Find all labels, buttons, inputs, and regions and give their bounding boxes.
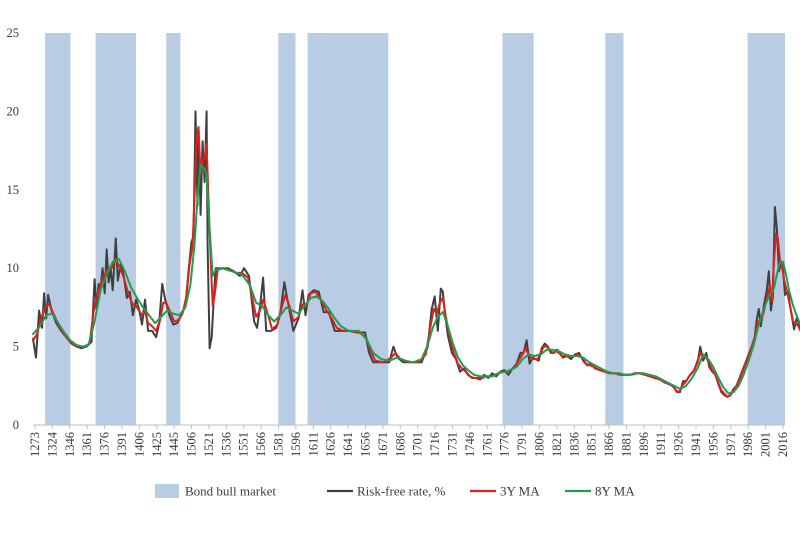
x-tick-label: 1596 (289, 432, 303, 457)
y-tick-label: 20 (7, 104, 20, 118)
x-tick-label: 1425 (150, 432, 164, 457)
y-tick-label: 0 (13, 418, 19, 432)
x-tick-label: 1866 (602, 432, 616, 457)
x-tick-label: 2001 (759, 432, 773, 457)
x-tick-label: 1566 (254, 432, 268, 457)
x-tick-label: 2016 (776, 432, 790, 457)
series-line-8y-ma (32, 163, 800, 395)
x-tick-label: 1971 (724, 432, 738, 457)
x-tick-label: 1656 (359, 432, 373, 457)
y-tick-label: 15 (7, 183, 20, 197)
x-tick-label: 1701 (411, 432, 425, 457)
x-tick-label: 1551 (237, 432, 251, 457)
y-tick-label: 5 (13, 340, 19, 354)
x-axis: 1273 1324 1346 1361 1376 1391 1406 1425 1445 1506… (28, 424, 790, 457)
legend-label: Bond bull market (185, 484, 276, 499)
x-tick-label: 1521 (202, 432, 216, 457)
legend-label: 8Y MA (595, 484, 635, 499)
x-tick-label: 1761 (480, 432, 494, 457)
x-tick-label: 1346 (63, 432, 77, 457)
x-tick-label: 1896 (637, 432, 651, 457)
x-tick-label: 1506 (185, 432, 199, 457)
x-tick-label: 1986 (741, 432, 755, 457)
x-tick-label: 1445 (167, 432, 181, 457)
x-tick-label: 1851 (585, 432, 599, 457)
y-tick-label: 25 (7, 26, 20, 40)
x-tick-label: 1806 (532, 432, 546, 457)
x-tick-label: 1406 (132, 432, 146, 457)
x-tick-label: 1821 (550, 432, 564, 457)
x-tick-label: 1324 (45, 431, 59, 457)
x-tick-label: 1731 (445, 432, 459, 457)
bull-band-2 (166, 33, 181, 425)
bull-band-6 (605, 33, 624, 425)
x-tick-label: 1926 (672, 432, 686, 457)
y-tick-label: 10 (7, 261, 20, 275)
x-tick-label: 1911 (654, 432, 668, 457)
legend-label: Risk-free rate, % (357, 484, 446, 499)
bull-band-3 (278, 33, 296, 425)
x-tick-label: 1376 (98, 432, 112, 457)
x-tick-label: 1776 (498, 432, 512, 457)
x-tick-label: 1836 (567, 432, 581, 457)
x-tick-label: 1941 (689, 432, 703, 457)
series-line-3y-ma (32, 126, 800, 398)
x-tick-label: 1611 (306, 432, 320, 457)
bull-band-4 (307, 33, 389, 425)
x-tick-label: 1716 (428, 432, 442, 457)
x-tick-label: 1536 (219, 432, 233, 457)
bull-band-7 (747, 33, 785, 425)
y-axis-ticks: 0 5 10 15 20 25 (7, 26, 20, 432)
x-tick-label: 1791 (515, 432, 529, 457)
bull-band-0 (45, 33, 71, 425)
bull-market-bands (45, 33, 785, 425)
x-tick-label: 1391 (115, 432, 129, 457)
x-tick-label: 1881 (619, 432, 633, 457)
x-tick-label: 1361 (80, 432, 94, 457)
x-tick-label: 1581 (272, 432, 286, 457)
x-tick-label: 1956 (706, 432, 720, 457)
legend-swatch-bull-market (155, 484, 179, 498)
x-tick-label: 1686 (393, 432, 407, 457)
legend: Bond bull market Risk-free rate, % 3Y MA 8Y… (155, 484, 635, 499)
legend-label: 3Y MA (500, 484, 540, 499)
series-lines (32, 110, 800, 398)
bull-band-1 (95, 33, 136, 425)
x-tick-label: 1626 (324, 432, 338, 457)
x-tick-label: 1273 (28, 432, 42, 457)
x-tick-label: 1671 (376, 432, 390, 457)
x-tick-label: 1641 (341, 432, 355, 457)
x-tick-label: 1746 (463, 432, 477, 457)
series-line-risk-free-rate (32, 110, 800, 398)
